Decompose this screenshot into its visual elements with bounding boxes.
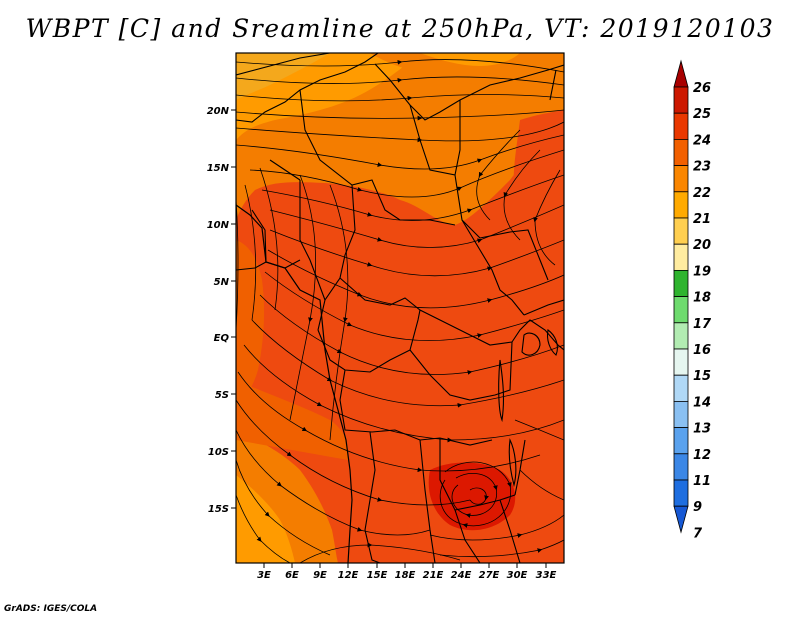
colorbar-label: 23 [693, 160, 711, 175]
lat-tick-label: 5N [214, 277, 230, 288]
lon-tick-label: 15E [367, 570, 388, 581]
lat-tick-label: EQ [214, 333, 230, 344]
colorbar-label: 17 [693, 317, 712, 332]
colorbar: 26 25 24 23 22 21 20 19 18 17 16 15 14 13 12 11 9 7 [673, 59, 712, 541]
colorbar-label: 16 [693, 343, 711, 358]
colorbar-swatch [673, 374, 689, 402]
colorbar-label: 14 [693, 395, 711, 410]
lon-tick-label: 21E [423, 570, 444, 581]
colorbar-label: 18 [693, 291, 711, 306]
lon-tick-label: 12E [338, 570, 359, 581]
colorbar-swatch [673, 165, 689, 193]
lat-tick-label: 15S [208, 504, 229, 515]
lon-tick-label: 9E [313, 570, 327, 581]
colorbar-label: 24 [693, 133, 711, 148]
lon-tick-label: 30E [507, 570, 528, 581]
colorbar-swatch [673, 191, 689, 219]
lat-tick-label: 10N [207, 220, 230, 231]
map-panel [236, 53, 564, 563]
lon-tick-label: 33E [536, 570, 557, 581]
field-band-21-northeast [420, 53, 520, 66]
colorbar-swatch [673, 269, 689, 297]
colorbar-label: 21 [693, 212, 711, 227]
colorbar-swatch [673, 296, 689, 324]
colorbar-label: 19 [693, 264, 711, 279]
streamlines [236, 59, 564, 563]
colorbar-swatch [673, 427, 689, 455]
colorbar-label: 7 [693, 526, 703, 541]
colorbar-swatch [673, 243, 689, 271]
field-band-23-west [236, 240, 265, 405]
field-band-20-north [236, 53, 330, 100]
colorbar-swatch [673, 112, 689, 140]
colorbar-label: 9 [693, 500, 702, 515]
lon-tick-label: 3E [257, 570, 271, 581]
latitude-axis: 20N 15N 10N 5N EQ 5S 10S 15S [207, 106, 236, 515]
colorbar-label: 25 [693, 107, 711, 122]
colorbar-label: 12 [693, 448, 711, 463]
colorbar-swatch [673, 479, 689, 507]
field-band-21-southwest [236, 475, 295, 563]
colorbar-swatch [673, 453, 689, 481]
lon-tick-label: 6E [285, 570, 299, 581]
colorbar-label: 26 [693, 81, 711, 96]
colorbar-top-arrow [673, 59, 689, 88]
colorbar-swatch [673, 400, 689, 428]
map-title: WBPT [C] and Sreamline at 250hPa, VT: 20… [25, 14, 775, 43]
colorbar-swatch [673, 86, 689, 114]
colorbar-label: 22 [693, 186, 711, 201]
longitude-axis: 3E 6E 9E 12E 15E 18E 21E 24E 27E 30E 33E [257, 563, 557, 581]
colorbar-swatch [673, 217, 689, 245]
colorbar-label: 15 [693, 369, 711, 384]
lat-tick-label: 20N [207, 106, 230, 117]
grads-credit: GrADS: IGES/COLA [4, 604, 98, 614]
colorbar-swatch [673, 348, 689, 376]
colorbar-label: 20 [693, 238, 711, 253]
colorbar-label: 13 [693, 422, 711, 437]
colorbar-label: 11 [693, 474, 711, 489]
lon-tick-label: 18E [395, 570, 416, 581]
colorbar-swatch [673, 322, 689, 350]
map-frame [235, 52, 565, 564]
lon-tick-label: 24E [451, 570, 472, 581]
lon-tick-label: 27E [479, 570, 500, 581]
lat-tick-label: 10S [208, 447, 229, 458]
colorbar-swatch [673, 138, 689, 166]
lat-tick-label: 15N [207, 163, 230, 174]
field-band-22-northeast [370, 53, 564, 100]
lat-tick-label: 5S [215, 390, 229, 401]
colorbar-bottom-arrow [673, 505, 689, 534]
